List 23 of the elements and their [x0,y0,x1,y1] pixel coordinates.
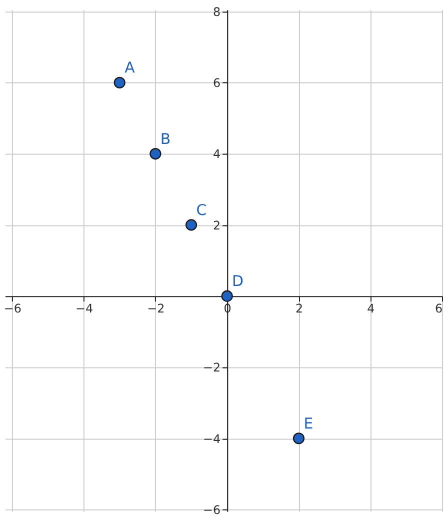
y-tick-label: 2 [213,218,221,232]
y-tick-label: −2 [203,360,221,375]
point [292,432,305,444]
point [221,290,233,302]
point [185,219,198,231]
x-tick-label: −2 [147,301,165,316]
annotation: E [304,414,314,432]
y-tick-label: 6 [213,76,221,90]
annotation: A [124,58,136,77]
annotation: B [160,130,171,148]
y-tick-label: −4 [203,432,221,446]
x-tick-label: 2 [295,301,304,316]
x-tick-label: −6 [4,301,22,316]
x-tick-label: 6 [434,301,443,316]
x-tick-label: 4 [367,301,375,316]
annotation: D [232,272,244,290]
y-tick-label: −6 [203,503,221,515]
point [150,148,162,160]
y-tick-label: 8 [213,4,221,19]
annotation: C [196,200,207,219]
point [114,76,126,88]
y-tick-label: 4 [213,147,221,162]
x-tick-label: −4 [75,301,94,316]
